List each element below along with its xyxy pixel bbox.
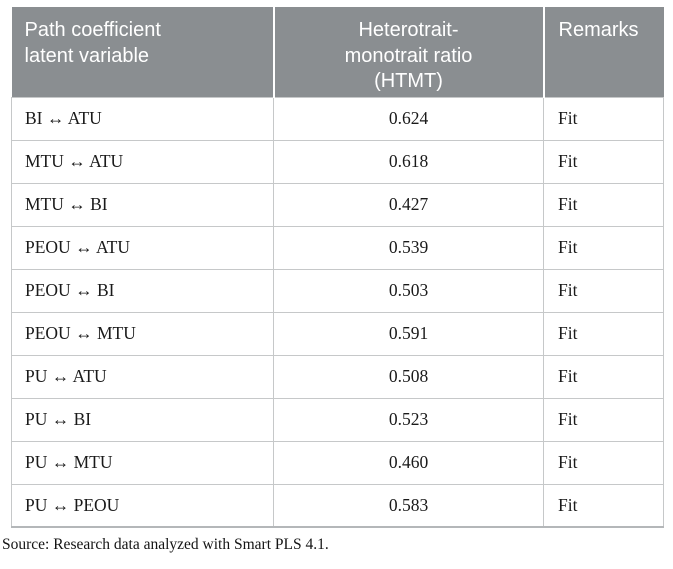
cell-latent-variable-pair: PU ↔ ATU <box>11 354 274 399</box>
table-row: MTU ↔ BI 0.427 Fit <box>11 182 664 227</box>
cell-htmt-value: 0.591 <box>273 311 544 356</box>
cell-remark: Fit <box>543 440 664 485</box>
header-row: Path coefficient latent variable Heterot… <box>11 7 664 97</box>
cell-remark: Fit <box>543 483 664 528</box>
cell-remark: Fit <box>543 354 664 399</box>
cell-htmt-value: 0.624 <box>273 96 544 141</box>
cell-latent-variable-pair: PEOU ↔ MTU <box>11 311 274 356</box>
table-row: PEOU ↔ MTU 0.591 Fit <box>11 311 664 356</box>
header-col-remarks: Remarks <box>542 7 664 97</box>
cell-htmt-value: 0.583 <box>273 483 544 528</box>
cell-remark: Fit <box>543 397 664 442</box>
cell-latent-variable-pair: MTU ↔ ATU <box>11 139 274 184</box>
table-row: PU ↔ PEOU 0.583 Fit <box>11 483 664 528</box>
table-row: PEOU ↔ BI 0.503 Fit <box>11 268 664 313</box>
table-body: BI ↔ ATU 0.624 Fit MTU ↔ ATU 0.618 Fit MTU ↔ B… <box>11 96 664 528</box>
cell-remark: Fit <box>543 139 664 184</box>
cell-htmt-value: 0.523 <box>273 397 544 442</box>
table-row: BI ↔ ATU 0.624 Fit <box>11 96 664 141</box>
cell-latent-variable-pair: PEOU ↔ ATU <box>11 225 274 270</box>
table-row: MTU ↔ ATU 0.618 Fit <box>11 139 664 184</box>
table-row: PEOU ↔ ATU 0.539 Fit <box>11 225 664 270</box>
header-col-path-coefficient: Path coefficient latent variable <box>11 7 274 97</box>
cell-latent-variable-pair: BI ↔ ATU <box>11 96 274 141</box>
cell-htmt-value: 0.503 <box>273 268 544 313</box>
page: Path coefficient latent variable Heterot… <box>0 7 673 569</box>
cell-latent-variable-pair: MTU ↔ BI <box>11 182 274 227</box>
cell-remark: Fit <box>543 268 664 313</box>
cell-latent-variable-pair: PEOU ↔ BI <box>11 268 274 313</box>
cell-htmt-value: 0.539 <box>273 225 544 270</box>
cell-htmt-value: 0.460 <box>273 440 544 485</box>
cell-remark: Fit <box>543 311 664 356</box>
header-col-htmt-ratio: Heterotrait- monotrait ratio (HTMT) <box>272 7 544 97</box>
cell-remark: Fit <box>543 182 664 227</box>
table-row: PU ↔ MTU 0.460 Fit <box>11 440 664 485</box>
htmt-table: Path coefficient latent variable Heterot… <box>11 7 664 528</box>
cell-htmt-value: 0.427 <box>273 182 544 227</box>
cell-latent-variable-pair: PU ↔ MTU <box>11 440 274 485</box>
cell-htmt-value: 0.618 <box>273 139 544 184</box>
cell-latent-variable-pair: PU ↔ BI <box>11 397 274 442</box>
cell-htmt-value: 0.508 <box>273 354 544 399</box>
table-row: PU ↔ BI 0.523 Fit <box>11 397 664 442</box>
table-header: Path coefficient latent variable Heterot… <box>11 7 664 97</box>
cell-remark: Fit <box>543 225 664 270</box>
cell-remark: Fit <box>543 96 664 141</box>
source-note: Source: Research data analyzed with Smar… <box>2 536 329 553</box>
table-row: PU ↔ ATU 0.508 Fit <box>11 354 664 399</box>
cell-latent-variable-pair: PU ↔ PEOU <box>11 483 274 528</box>
